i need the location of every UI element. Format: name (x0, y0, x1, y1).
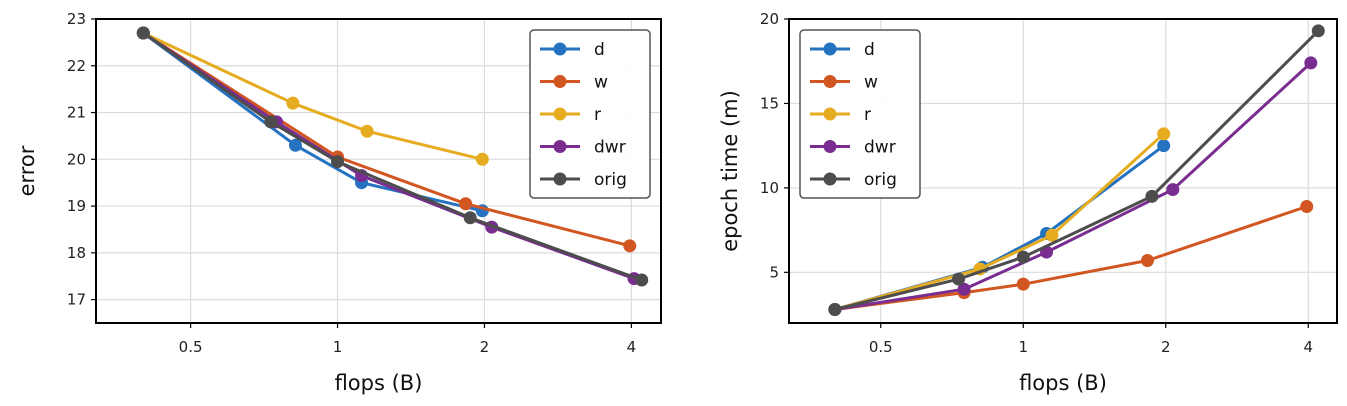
data-point-dwr (1166, 183, 1180, 197)
y-tick-label: 5 (769, 263, 779, 281)
data-point-r (360, 124, 374, 138)
plot-frame (95, 18, 662, 324)
data-point-r (475, 152, 489, 166)
legend-marker-d (553, 42, 567, 56)
y-tick-label: 10 (760, 179, 779, 197)
data-point-orig (264, 115, 278, 129)
y-axis-label: epoch time (m) (718, 90, 742, 252)
x-tick-label: 1 (333, 338, 343, 356)
legend-marker-r (553, 107, 567, 121)
data-point-w (1016, 277, 1030, 291)
data-point-orig (952, 272, 966, 286)
data-point-orig (1311, 24, 1325, 38)
series-line-w (141, 31, 632, 248)
legend-label-d: d (594, 40, 605, 60)
legend-marker-orig (553, 172, 567, 186)
legend-label-d: d (864, 40, 875, 60)
series-line-r (141, 31, 484, 161)
legend-marker-dwr (553, 140, 567, 153)
data-point-d (288, 138, 302, 152)
data-point-w (1300, 199, 1314, 213)
x-axis-label: flops (B) (1019, 371, 1107, 395)
y-tick-label: 18 (67, 244, 86, 262)
x-tick-label: 0.5 (869, 338, 893, 356)
x-axis-label: flops (B) (335, 371, 423, 395)
data-point-orig (331, 155, 345, 169)
y-tick-label: 22 (67, 57, 86, 75)
y-tick-label: 19 (67, 197, 86, 215)
legend-label-w: w (864, 73, 878, 93)
x-tick-label: 4 (627, 338, 637, 356)
y-tick-label: 20 (67, 150, 86, 168)
data-point-r (286, 96, 300, 110)
legend-label-orig: orig (864, 170, 897, 190)
data-point-orig (1016, 250, 1030, 264)
legend-marker-dwr (823, 140, 837, 153)
plot-frame (788, 18, 1338, 324)
y-tick-label: 15 (760, 94, 779, 112)
data-point-w (1140, 254, 1154, 268)
legend-label-w: w (594, 73, 608, 93)
y-axis-label: error (15, 145, 39, 196)
data-point-d (1157, 139, 1171, 153)
legend-label-r: r (864, 105, 871, 125)
legend: dwr dwr orig (529, 29, 651, 199)
series-line-r (833, 132, 1166, 311)
series-line-w (833, 205, 1309, 311)
legend-box (529, 29, 651, 199)
legend-marker-r (823, 107, 837, 121)
x-tick-label: 2 (1161, 338, 1171, 356)
x-tick-label: 0.5 (179, 338, 203, 356)
data-point-orig (463, 211, 477, 225)
data-point-w (623, 239, 637, 253)
legend-label-orig: orig (594, 170, 627, 190)
data-point-orig (1145, 189, 1159, 203)
y-tick-label: 23 (67, 10, 86, 28)
data-point-dwr (957, 282, 971, 296)
legend-marker-w (553, 75, 567, 88)
y-tick-label: 21 (67, 104, 86, 122)
series-line-d (141, 31, 484, 213)
y-tick-label: 20 (760, 10, 779, 28)
legend-label-r: r (594, 105, 601, 125)
legend-marker-orig (823, 172, 837, 186)
data-point-orig (828, 302, 842, 316)
legend: dwr dwr orig (799, 29, 921, 199)
data-point-dwr (1304, 56, 1318, 70)
legend-label-dwr: dwr (594, 138, 626, 158)
legend-label-dwr: dwr (864, 138, 896, 158)
y-tick-label: 17 (67, 291, 86, 309)
legend-marker-w (823, 75, 837, 88)
x-tick-label: 1 (1018, 338, 1028, 356)
legend-box (799, 29, 921, 199)
x-tick-label: 2 (480, 338, 490, 356)
x-tick-label: 4 (1303, 338, 1313, 356)
data-point-w (459, 197, 473, 211)
data-point-orig (136, 26, 150, 40)
data-point-r (1157, 127, 1171, 141)
data-point-orig (635, 273, 649, 287)
legend-marker-d (823, 42, 837, 56)
data-point-r (1045, 228, 1059, 242)
